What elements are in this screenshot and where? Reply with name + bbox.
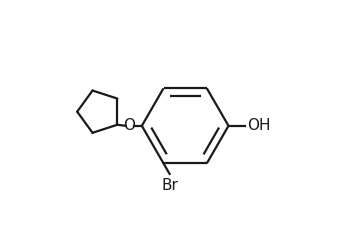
Text: OH: OH xyxy=(247,118,271,133)
Text: Br: Br xyxy=(162,178,179,194)
Text: O: O xyxy=(124,118,135,133)
